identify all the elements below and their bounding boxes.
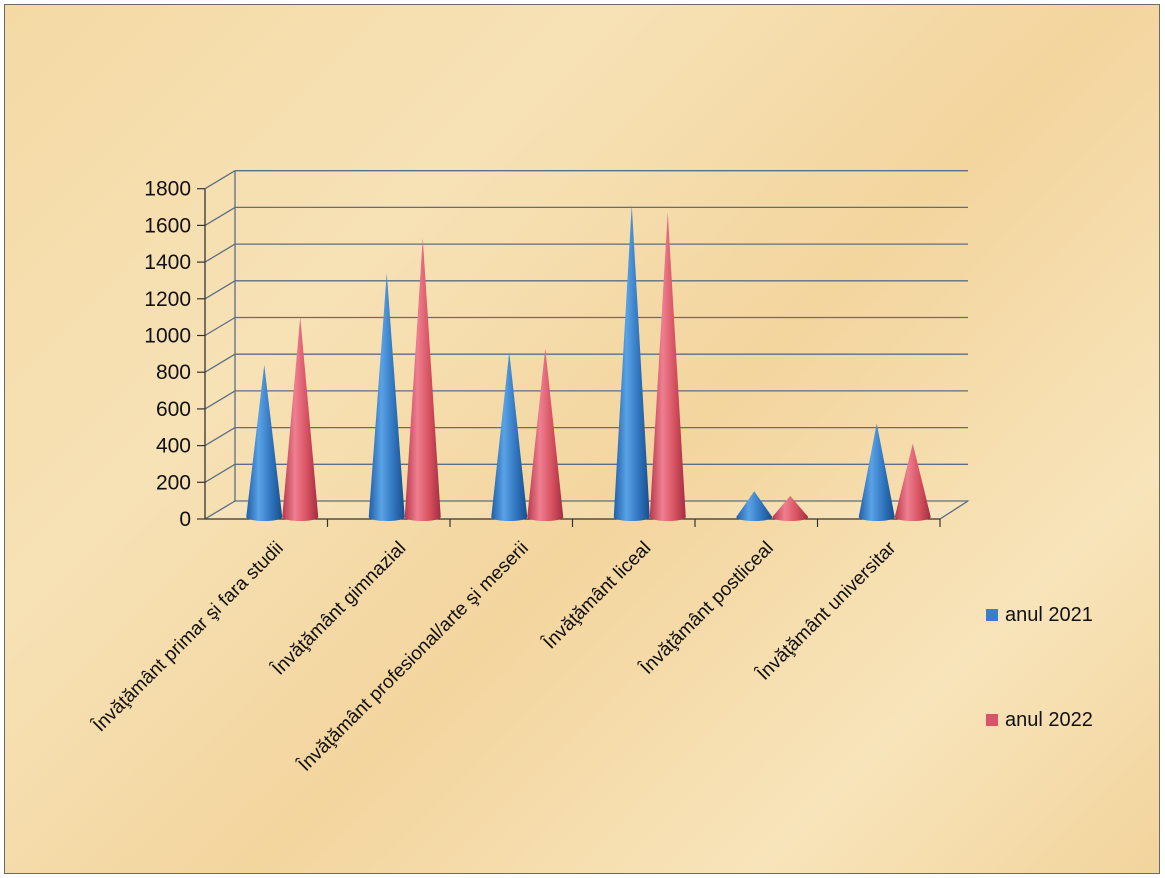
chart-frame: 0 200 400 600 800 1000 1200 1400 1600 1800 Învăţă… <box>4 4 1160 874</box>
legend-swatch <box>986 609 998 621</box>
cone-series2-cat2 <box>404 238 441 521</box>
gridline-depth <box>204 316 236 337</box>
legend-item-series1: anul 2021 <box>986 604 1093 626</box>
legend-swatch <box>986 714 998 726</box>
category-label: Învăţământ primar şi fara studii <box>88 537 288 737</box>
y-tick-label: 600 <box>156 398 191 421</box>
legend-label: anul 2022 <box>1005 709 1093 731</box>
cone-series2-cat4 <box>649 212 686 521</box>
cone-series2-cat6 <box>894 443 931 521</box>
y-tick-label: 400 <box>156 435 191 458</box>
chart-floor <box>203 500 970 520</box>
y-tick-label: 1200 <box>144 288 191 311</box>
cone-series1-cat1 <box>246 364 283 521</box>
category-label: Învăţământ gimnazial <box>267 537 410 680</box>
y-tick-label: 1600 <box>144 214 191 237</box>
y-tick-label: 1400 <box>144 251 191 274</box>
gridline-depth <box>204 243 236 263</box>
category-labels: Învăţământ primar şi fara studiiÎnvăţămâ… <box>88 537 901 777</box>
gridline-depth <box>204 463 236 483</box>
cone-series2-cat1 <box>282 316 319 521</box>
cone-series1-cat4 <box>613 205 650 522</box>
gridline-depth <box>204 390 236 410</box>
category-label: Învăţământ universitar <box>752 537 901 686</box>
category-label: Învăţământ postliceal <box>635 537 777 679</box>
gridline-depth <box>204 170 236 190</box>
y-tick-label: 0 <box>179 508 191 531</box>
legend: anul 2021 anul 2022 <box>986 604 1093 731</box>
cone-chart: 0 200 400 600 800 1000 1200 1400 1600 1800 Învăţă… <box>88 170 1093 777</box>
legend-label: anul 2021 <box>1005 604 1093 626</box>
gridline-depth <box>204 500 236 520</box>
gridline-depth <box>204 206 236 226</box>
category-label: Învăţământ profesional/arte şi meserii <box>293 537 533 777</box>
y-tick-label: 200 <box>156 471 191 494</box>
gridline-depth <box>204 427 236 447</box>
cone-series2-cat3 <box>527 348 564 521</box>
cone-series1-cat6 <box>858 423 895 521</box>
cone-series1-cat5 <box>736 491 773 521</box>
gridline-depth <box>204 280 236 300</box>
gridline-depth <box>204 353 236 373</box>
y-tick-labels: 0 200 400 600 800 1000 1200 1400 1600 1800 <box>144 178 191 531</box>
axes <box>197 188 941 527</box>
cone-series1-cat2 <box>368 272 405 521</box>
legend-item-series2: anul 2022 <box>986 709 1093 731</box>
category-label: Învăţământ liceal <box>538 537 655 654</box>
cone-series1-cat3 <box>491 351 528 521</box>
y-tick-label: 800 <box>156 361 191 384</box>
floor-right-edge <box>939 500 969 520</box>
y-tick-label: 1000 <box>144 325 191 348</box>
gridlines <box>203 170 970 520</box>
cone-series2-cat5 <box>772 495 809 521</box>
y-tick-label: 1800 <box>144 178 191 201</box>
cones <box>246 205 931 522</box>
